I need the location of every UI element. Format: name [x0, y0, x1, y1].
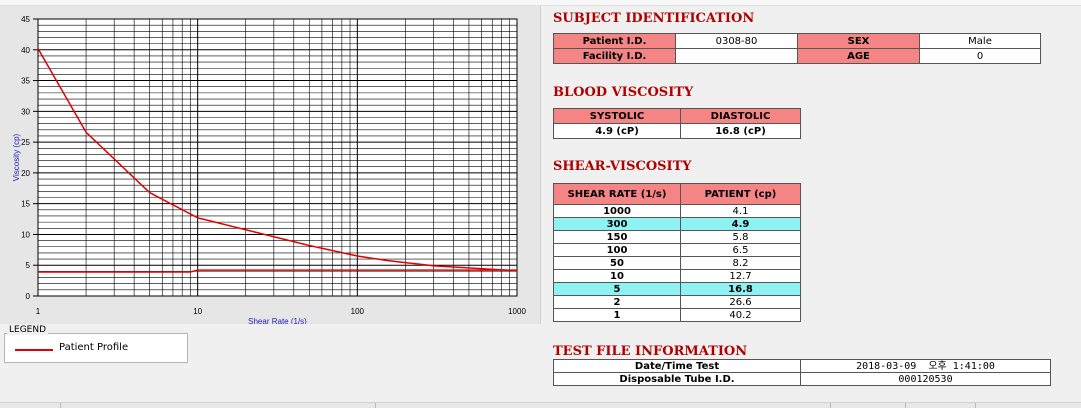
- tube-id-label: Disposable Tube I.D.: [553, 372, 801, 386]
- x-tick-label: 100: [351, 307, 365, 316]
- patient-cp-cell: 6.5: [680, 243, 801, 257]
- viscosity-chart: 0 5 10 15 20 25 30 35 40 45 1 10 100 1000 Shear Rate (…: [12, 15, 526, 324]
- legend-swatch: [15, 349, 53, 351]
- shear-rate-cell: 300: [553, 217, 681, 231]
- status-separator: [975, 403, 976, 408]
- patient-cp-cell: 8.2: [680, 256, 801, 270]
- shear-rate-cell: 150: [553, 230, 681, 244]
- patient-cp-cell: 26.6: [680, 295, 801, 309]
- test-file-table: Date/Time Test 2018-03-09 오후 1:41:00 Dis…: [553, 359, 1051, 386]
- legend-label: Patient Profile: [59, 342, 129, 353]
- top-toolbar: [0, 0, 1081, 6]
- shear-rate-cell: 10: [553, 269, 681, 283]
- age-value: 0: [919, 48, 1041, 64]
- status-separator: [905, 403, 906, 408]
- test-date: 2018-03-09: [856, 360, 917, 372]
- patient-cp-header: PATIENT (cp): [680, 183, 801, 205]
- shear-viscosity-table: SHEAR RATE (1/s) PATIENT (cp) 1000 4.1 3…: [553, 183, 801, 322]
- shear-rate-cell: 100: [553, 243, 681, 257]
- shear-row-highlighted: 300 4.9: [553, 217, 801, 231]
- status-bar: [0, 402, 1081, 408]
- patient-cp-cell: 4.1: [680, 204, 801, 218]
- y-tick-label: 30: [21, 107, 30, 116]
- diastolic-label: DIASTOLIC: [680, 108, 801, 124]
- date-time-value: 2018-03-09 오후 1:41:00: [800, 359, 1051, 373]
- plot-area: [37, 18, 518, 297]
- patient-id-label: Patient I.D.: [553, 33, 676, 49]
- series-line: [38, 269, 517, 273]
- age-label: AGE: [797, 48, 920, 64]
- y-tick-label: 35: [21, 77, 30, 86]
- shear-row: 150 5.8: [553, 230, 801, 244]
- shear-rate-cell: 2: [553, 295, 681, 309]
- x-tick-label: 1000: [508, 307, 526, 316]
- systolic-value: 4.9 (cP): [553, 123, 681, 139]
- shear-row: 50 8.2: [553, 256, 801, 270]
- shear-row: 1000 4.1: [553, 204, 801, 218]
- test-file-title: TEST FILE INFORMATION: [553, 344, 748, 359]
- x-axis-label: Shear Rate (1/s): [248, 317, 307, 324]
- shear-row: 2 26.6: [553, 295, 801, 309]
- shear-rate-header: SHEAR RATE (1/s): [553, 183, 681, 205]
- date-time-label: Date/Time Test: [553, 359, 801, 373]
- y-axis-label: Viscosity (cp): [12, 133, 21, 181]
- shear-rate-cell: 1000: [553, 204, 681, 218]
- blood-viscosity-title: BLOOD VISCOSITY: [553, 85, 694, 100]
- patient-id-value: 0308-80: [675, 33, 798, 49]
- diastolic-value: 16.8 (cP): [680, 123, 801, 139]
- y-tick-label: 40: [21, 46, 30, 55]
- legend-box: LEGEND Patient Profile: [4, 325, 188, 363]
- y-tick-label: 0: [26, 292, 31, 301]
- facility-id-value: [675, 48, 798, 64]
- shear-row: 100 6.5: [553, 243, 801, 257]
- test-time: 오후 1:41:00: [928, 360, 995, 372]
- sex-value: Male: [919, 33, 1041, 49]
- systolic-label: SYSTOLIC: [553, 108, 681, 124]
- status-separator: [375, 403, 376, 408]
- shear-rate-cell: 5: [553, 282, 681, 296]
- y-tick-label: 25: [21, 138, 30, 147]
- x-tick-label: 10: [193, 307, 202, 316]
- y-tick-label: 10: [21, 230, 30, 239]
- shear-row: 10 12.7: [553, 269, 801, 283]
- status-separator: [830, 403, 831, 408]
- patient-cp-cell: 4.9: [680, 217, 801, 231]
- subject-table: Patient I.D. 0308-80 SEX Male Facility I…: [553, 33, 1041, 64]
- y-tick-label: 45: [21, 15, 30, 24]
- legend-title: LEGEND: [7, 325, 49, 335]
- shear-viscosity-title: SHEAR-VISCOSITY: [553, 159, 692, 174]
- patient-cp-cell: 5.8: [680, 230, 801, 244]
- shear-rate-cell: 1: [553, 308, 681, 322]
- x-tick-label: 1: [36, 307, 41, 316]
- patient-cp-cell: 12.7: [680, 269, 801, 283]
- sex-label: SEX: [797, 33, 920, 49]
- patient-cp-cell: 40.2: [680, 308, 801, 322]
- series-line: [37, 48, 518, 272]
- viscosity-chart-panel: 0 5 10 15 20 25 30 35 40 45 1 10 100 1000 Shear Rate (…: [0, 6, 541, 324]
- patient-cp-cell: 16.8: [680, 282, 801, 296]
- tube-id-value: 000120530: [800, 372, 1051, 386]
- y-tick-label: 20: [21, 169, 30, 178]
- shear-row: 1 40.2: [553, 308, 801, 322]
- facility-id-label: Facility I.D.: [553, 48, 676, 64]
- y-tick-label: 15: [21, 200, 30, 209]
- shear-row-highlighted: 5 16.8: [553, 282, 801, 296]
- blood-viscosity-table: SYSTOLIC DIASTOLIC 4.9 (cP) 16.8 (cP): [553, 108, 801, 139]
- y-tick-label: 5: [26, 261, 31, 270]
- status-separator: [60, 403, 61, 408]
- subject-section-title: SUBJECT IDENTIFICATION: [553, 11, 755, 26]
- shear-rate-cell: 50: [553, 256, 681, 270]
